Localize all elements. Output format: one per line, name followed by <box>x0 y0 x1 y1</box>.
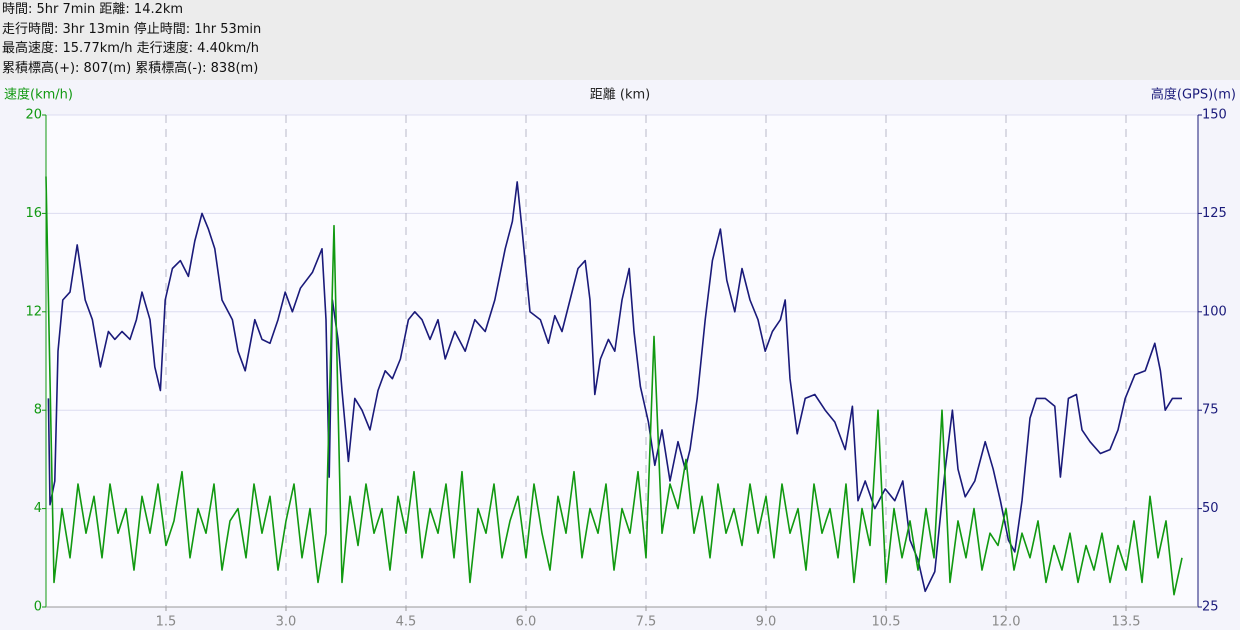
summary-line: 累積標高(+): 807(m) 累積標高(-): 838(m) <box>2 60 259 76</box>
series-line <box>47 181 1182 593</box>
chart: 速度(km/h) 距離 (km) 高度(GPS)(m) 0 4 8 12 16 20 25 5… <box>4 87 1236 630</box>
y2-axis-label: 高度(GPS)(m) <box>1151 87 1236 103</box>
y-tick-label: 4 <box>34 501 42 516</box>
x-tick-label: 12.0 <box>992 615 1021 630</box>
y2-tick-label: 100 <box>1202 304 1227 319</box>
x-tick-label: 7.5 <box>636 615 657 630</box>
summary-line: 走行時間: 3hr 13min 停止時間: 1hr 53min <box>2 21 262 37</box>
series-line <box>45 176 1183 596</box>
summary-line: 時間: 5hr 7min 距離: 14.2km <box>2 2 184 17</box>
y-axis-label: 速度(km/h) <box>4 87 73 103</box>
y2-tick-label: 125 <box>1202 206 1227 221</box>
x-tick-label: 3.0 <box>276 615 297 630</box>
x-tick-label: 13.5 <box>1112 615 1141 630</box>
x-tick-label: 9.0 <box>756 615 777 630</box>
y-tick-label: 0 <box>34 600 42 615</box>
y-tick-label: 12 <box>25 304 42 319</box>
summary: 時間: 5hr 7min 距離: 14.2km 走行時間: 3hr 13min … <box>0 0 1240 80</box>
x-tick-label: 6.0 <box>516 615 537 630</box>
x-tick-label: 10.5 <box>872 615 901 630</box>
y2-tick-label: 25 <box>1202 600 1219 615</box>
y2-tick-label: 75 <box>1202 403 1219 418</box>
x-axis-label: 距離 (km) <box>590 88 650 103</box>
summary-line: 最高速度: 15.77km/h 走行速度: 4.40km/h <box>2 41 259 56</box>
y-tick-label: 20 <box>25 108 42 123</box>
y-tick-label: 16 <box>25 206 42 221</box>
y2-tick-label: 50 <box>1202 501 1219 516</box>
x-tick-label: 4.5 <box>396 615 417 630</box>
y-tick-label: 8 <box>34 403 42 418</box>
x-tick-label: 1.5 <box>156 615 177 630</box>
y2-tick-label: 150 <box>1202 108 1227 123</box>
